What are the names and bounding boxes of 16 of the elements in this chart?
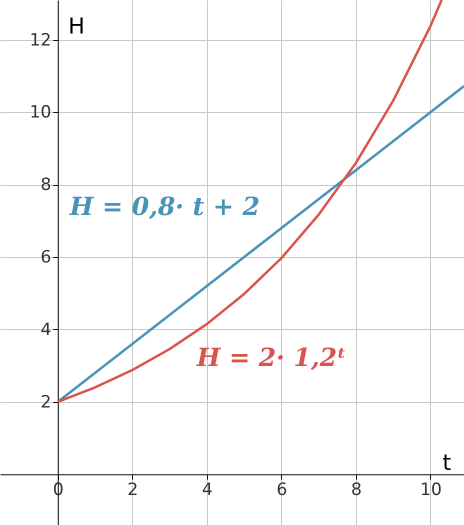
y-tick-label: 12 (30, 30, 52, 50)
x-tick-label: 4 (202, 480, 213, 500)
y-tick-label: 8 (40, 175, 52, 196)
line-series (56, 0, 443, 404)
x-tick-label: 10 (420, 480, 442, 500)
series-label: H = 2· 1,2ᵗ (196, 342, 346, 372)
x-tick-label: 2 (127, 480, 138, 500)
y-tick-label: 2 (40, 392, 52, 412)
series-label: H = 0,8· t + 2 (68, 192, 260, 221)
x-axis-title: t (442, 450, 452, 476)
y-axis-title: H (68, 14, 85, 40)
y-tick-label: 4 (40, 320, 52, 340)
x-tick-label: 8 (351, 480, 362, 500)
x-tick-label: 6 (276, 480, 288, 500)
y-tick-label: 6 (40, 248, 52, 268)
y-tick-label: 10 (30, 102, 52, 123)
